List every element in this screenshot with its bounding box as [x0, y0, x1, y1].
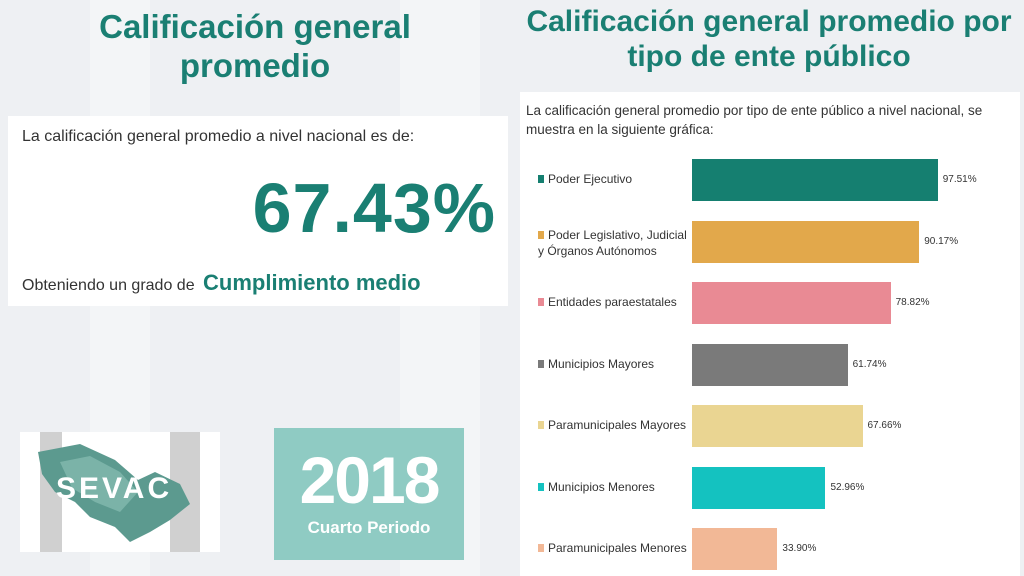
legend-marker	[538, 175, 544, 183]
category-label: Municipios Mayores	[538, 356, 688, 372]
sevac-text: SEVAC	[56, 472, 173, 505]
legend-marker	[538, 230, 544, 239]
bar	[692, 528, 778, 570]
left-title: Calificación general promedio	[99, 8, 411, 84]
bar	[692, 405, 863, 447]
category-label-text: Municipios Menores	[548, 479, 655, 494]
period-text: Cuarto Periodo	[307, 518, 431, 537]
category-label-text: Municipios Mayores	[548, 356, 655, 371]
category-label-text: Paramunicipales Mayores	[548, 418, 687, 432]
chart-description: La calificación general promedio por tip…	[526, 103, 983, 137]
bar	[692, 343, 848, 386]
year-text: 2018	[299, 443, 441, 517]
category-label-text: Poder Legislativo, Judicial y Órganos Au…	[538, 227, 687, 258]
mexico-map-icon	[38, 432, 200, 552]
category-label: Entidades paraestatales	[538, 294, 688, 310]
kpi-grade-prefix: Obteniendo un grado de	[22, 277, 195, 294]
value-label: 78.82%	[895, 297, 930, 308]
chart-panel: La calificación general promedio por tip…	[520, 92, 1020, 576]
legend-marker	[538, 482, 544, 491]
category-label-text: Paramunicipales Menores	[548, 541, 687, 555]
value-label: 52.96%	[830, 481, 865, 493]
kpi-value: 67.43%	[252, 169, 496, 247]
category-label-text: Poder Ejecutivo	[548, 172, 633, 186]
value-label: 97.51%	[942, 174, 977, 185]
value-label: 33.90%	[782, 543, 817, 554]
legend-marker	[538, 421, 544, 429]
value-label: 67.66%	[867, 420, 902, 431]
value-label: 90.17%	[924, 235, 959, 247]
bar	[692, 466, 826, 509]
category-label: Poder Legislativo, Judicial y Órganos Au…	[538, 227, 688, 259]
right-title: Calificación general promedio por tipo d…	[526, 5, 1012, 74]
bar	[692, 282, 891, 324]
sevac-logo: SEVAC	[20, 432, 220, 552]
bar	[692, 220, 920, 263]
category-label: Poder Ejecutivo	[538, 171, 688, 187]
kpi-grade: Cumplimiento medio	[203, 270, 421, 295]
category-label: Paramunicipales Mayores	[538, 417, 688, 433]
kpi-intro-text: La calificación general promedio a nivel…	[22, 128, 415, 145]
legend-marker	[538, 298, 544, 306]
legend-marker	[538, 544, 544, 552]
kpi-grade-line: Obteniendo un grado de Cumplimiento medi…	[22, 270, 421, 296]
category-label-text: Entidades paraestatales	[548, 295, 677, 309]
year-badge: 2018 Cuarto Periodo	[274, 428, 464, 560]
kpi-panel: La calificación general promedio a nivel…	[8, 116, 508, 306]
value-label: 61.74%	[852, 358, 887, 370]
legend-marker	[538, 359, 544, 368]
category-label: Paramunicipales Menores	[538, 540, 688, 556]
category-label: Municipios Menores	[538, 479, 688, 495]
bar	[692, 159, 938, 201]
